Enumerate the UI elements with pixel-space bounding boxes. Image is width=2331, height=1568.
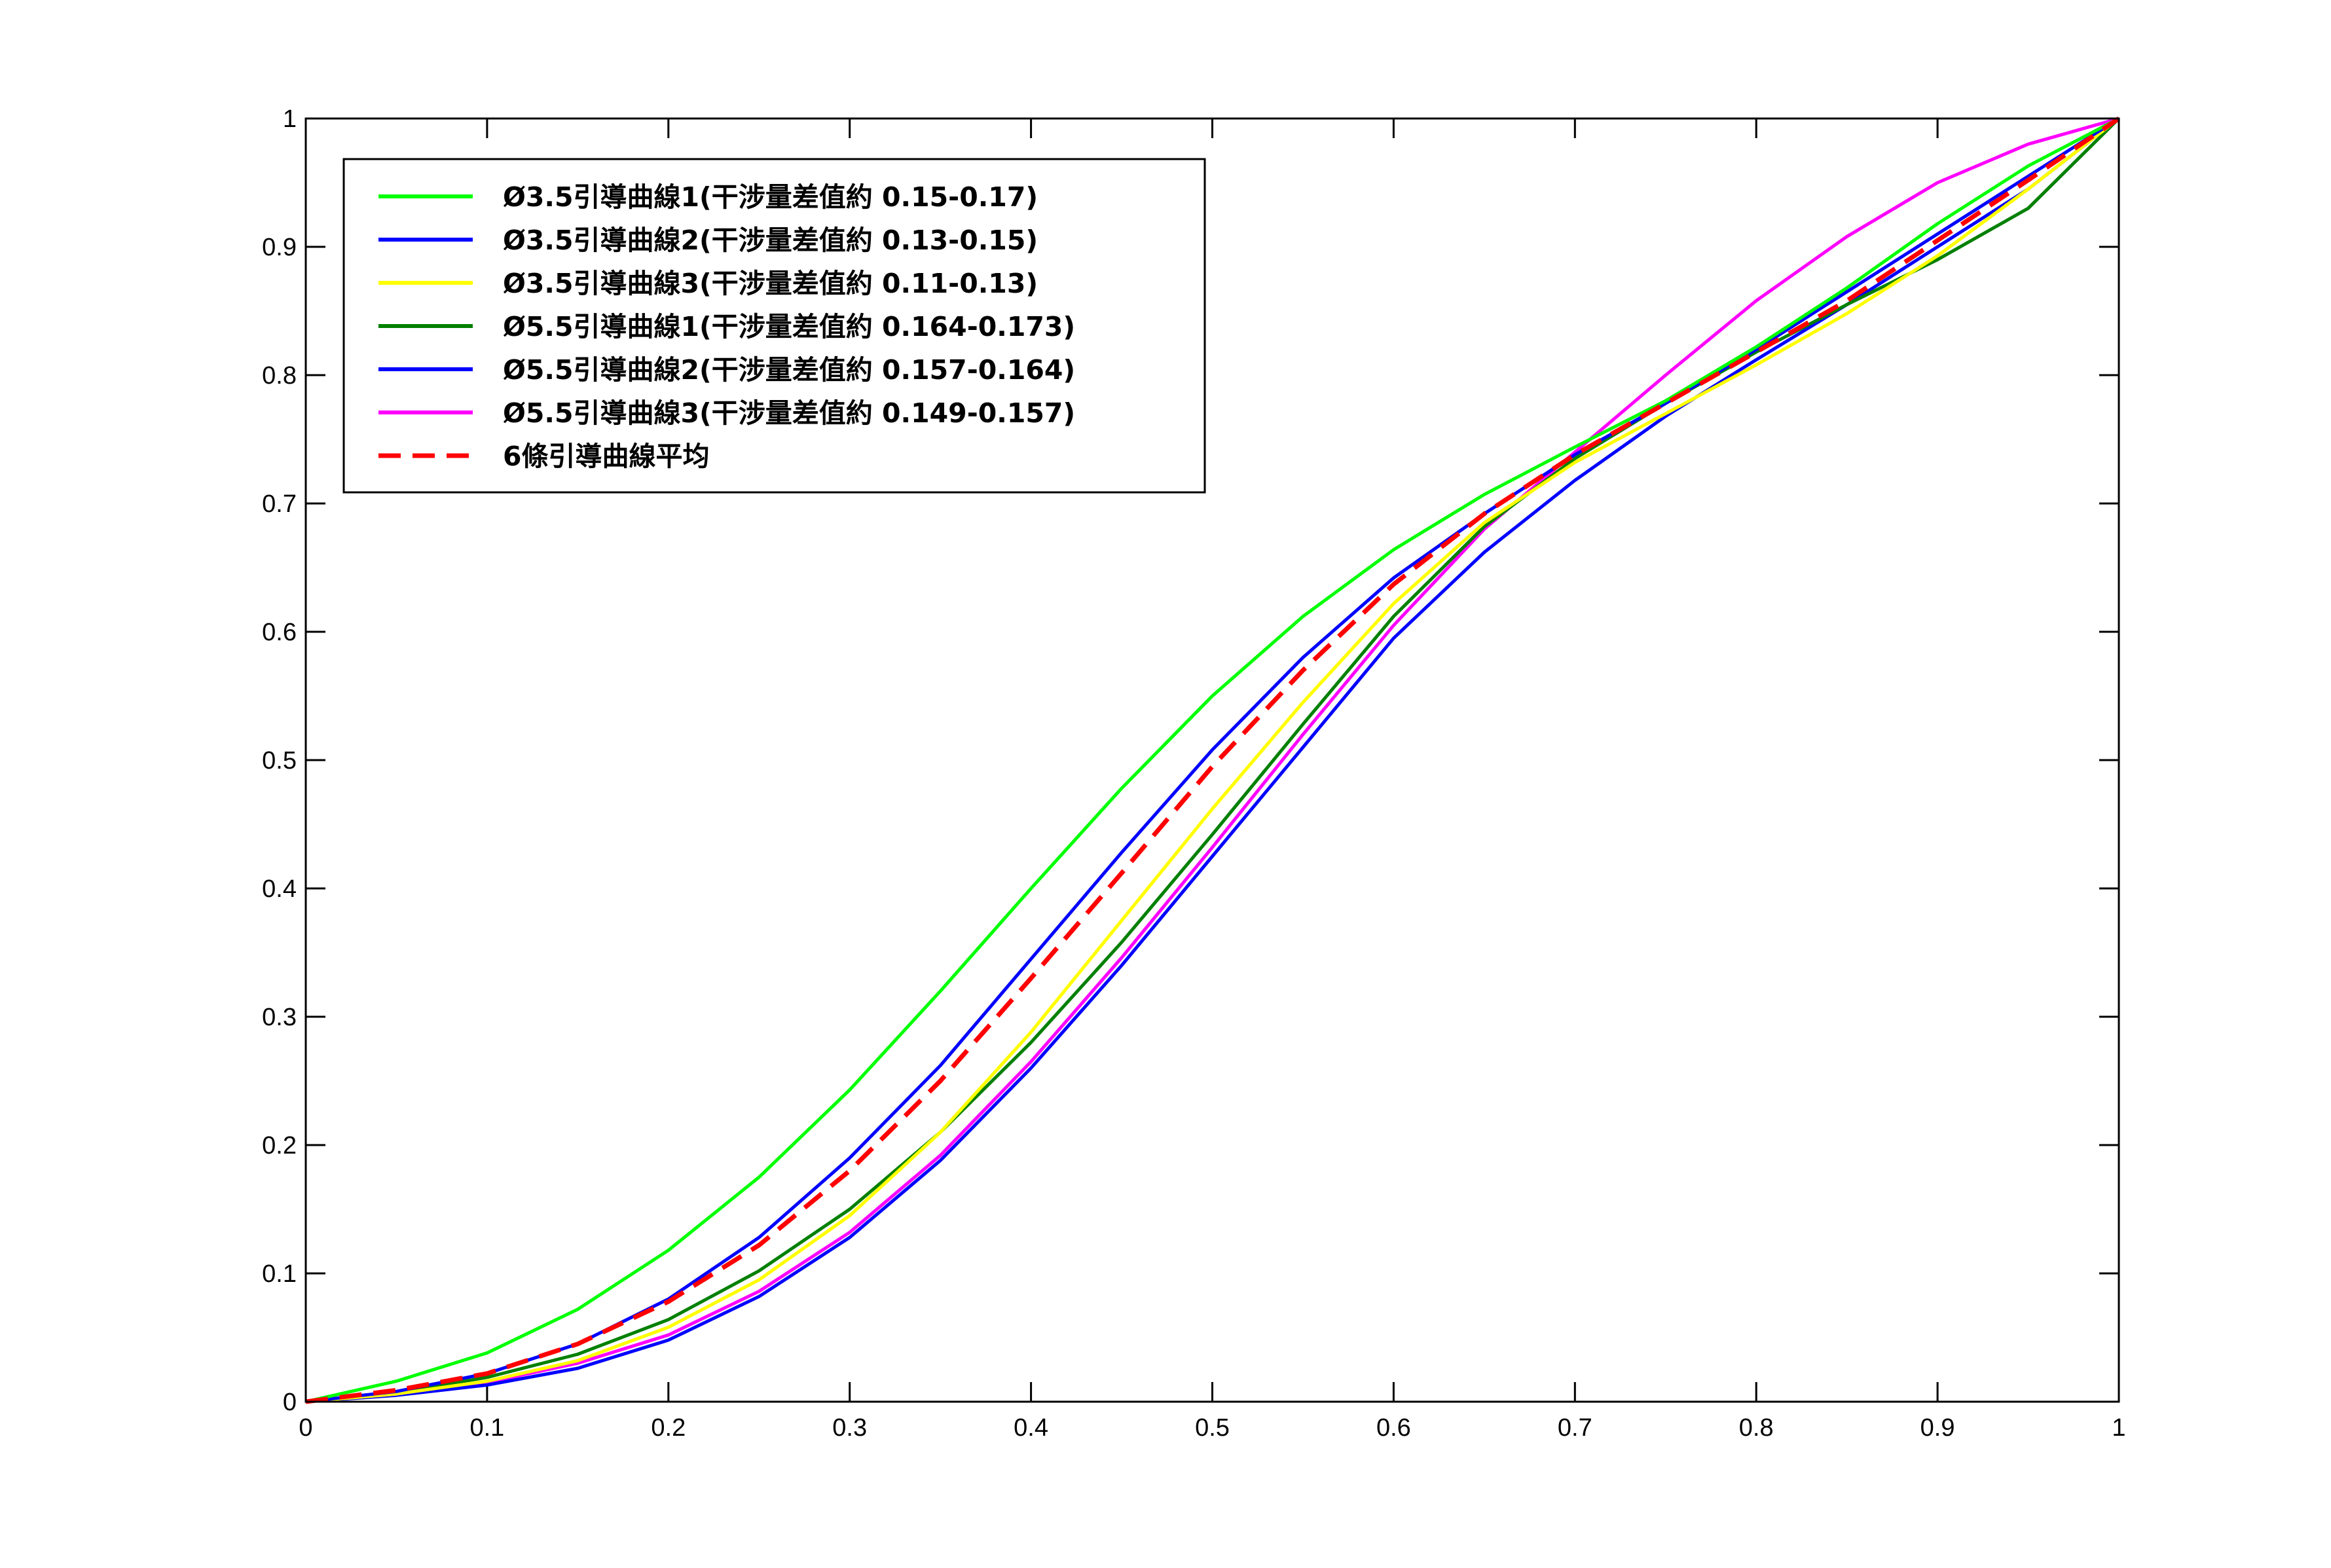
x-tick-label: 0.4 — [1014, 1414, 1048, 1442]
y-tick-label: 0.7 — [262, 490, 297, 518]
series-line-4 — [305, 117, 2120, 1404]
legend-label-3: Ø3.5引導曲線3(干涉量差值約 0.11-0.13) — [503, 268, 1038, 299]
x-tick-label: 0.9 — [1920, 1414, 1955, 1442]
legend-label-4: Ø5.5引導曲線1(干涉量差值約 0.164-0.173) — [503, 311, 1075, 342]
x-tick-label: 0.1 — [469, 1414, 504, 1442]
legend-label-7: 6條引導曲線平均 — [503, 441, 710, 472]
x-tick-label: 0.3 — [832, 1414, 867, 1442]
series-line-1 — [305, 117, 2120, 1404]
y-tick-label: 0 — [283, 1389, 297, 1416]
series-line-5 — [305, 117, 2120, 1404]
series-line-6 — [305, 117, 2120, 1404]
x-tick-label: 0.6 — [1376, 1414, 1411, 1442]
y-tick-label: 0.5 — [262, 747, 297, 775]
x-tick-label: 1 — [2112, 1414, 2125, 1442]
axis-tick-labels: 0 0.1 0.2 0.3 0.4 0.5 0.6 0.7 0.8 0.9 1 0 0.1 0.2 0.3 0… — [262, 105, 2125, 1442]
x-tick-label: 0 — [299, 1414, 312, 1442]
plot-frame — [304, 117, 2120, 1403]
x-tick-label: 0.2 — [651, 1414, 686, 1442]
y-tick-label: 0.6 — [262, 619, 297, 646]
legend-label-1: Ø3.5引導曲線1(干涉量差值約 0.15-0.17) — [503, 181, 1038, 213]
legend-label-5: Ø5.5引導曲線2(干涉量差值約 0.157-0.164) — [503, 354, 1075, 386]
legend-label-6: Ø5.5引導曲線3(干涉量差值約 0.149-0.157) — [503, 397, 1075, 429]
y-tick-label: 0.9 — [262, 234, 297, 261]
series-line-7 — [305, 117, 2120, 1404]
series-lines — [305, 117, 2120, 1404]
x-tick-label: 0.5 — [1195, 1414, 1230, 1442]
x-tick-label: 0.7 — [1558, 1414, 1592, 1442]
y-tick-label: 0.3 — [262, 1004, 297, 1031]
y-tick-label: 0.8 — [262, 362, 297, 390]
series-line-3 — [305, 117, 2120, 1404]
legend-label-2: Ø3.5引導曲線2(干涉量差值約 0.13-0.15) — [503, 225, 1038, 256]
y-tick-label: 0.4 — [262, 875, 297, 903]
legend: Ø3.5引導曲線1(干涉量差值約 0.15-0.17) Ø3.5引導曲線2(干涉量… — [342, 158, 1206, 494]
y-tick-label: 1 — [283, 105, 297, 133]
y-tick-label: 0.1 — [262, 1260, 297, 1288]
legend-box — [342, 158, 1206, 494]
y-tick-label: 0.2 — [262, 1132, 297, 1159]
x-tick-label: 0.8 — [1739, 1414, 1774, 1442]
